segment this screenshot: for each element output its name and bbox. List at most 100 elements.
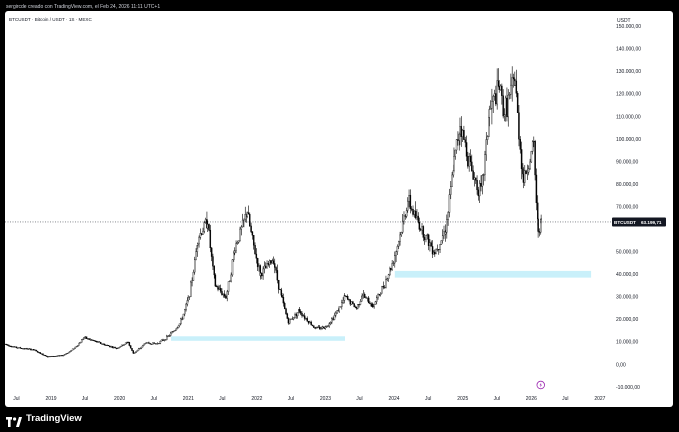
candle-body <box>477 180 478 190</box>
candle-body <box>186 304 187 309</box>
candle-body <box>510 85 511 94</box>
candle-body <box>208 224 209 230</box>
candle-body <box>19 348 20 349</box>
candle-body <box>207 224 208 228</box>
candle-body <box>241 227 242 229</box>
candle-body <box>482 175 483 186</box>
candle-body <box>397 246 398 251</box>
candle-body <box>211 248 212 257</box>
candle-body <box>197 244 198 245</box>
candle-body <box>514 81 515 86</box>
price-chart[interactable]: BTCUSDT · Bitcoin / USDT · 1S · MEXC USDT… <box>5 11 673 407</box>
candle-body <box>124 344 125 345</box>
candle-body <box>249 214 250 226</box>
candle-body <box>80 342 81 343</box>
candle-body <box>438 249 439 250</box>
candle-body <box>434 252 435 254</box>
candle-body <box>277 270 278 280</box>
candle-body <box>305 318 306 319</box>
candle-body <box>134 353 135 354</box>
candle-body <box>412 209 413 214</box>
candle-body <box>518 113 519 140</box>
candle-body <box>381 286 382 293</box>
candle-body <box>103 344 104 345</box>
candle-body <box>470 156 471 162</box>
candle-body <box>154 343 155 344</box>
candle-body <box>367 298 368 299</box>
candle-body <box>322 327 323 329</box>
tradingview-logo[interactable]: TradingView <box>6 413 82 425</box>
candle-body <box>318 327 319 328</box>
candle-body <box>535 141 536 175</box>
candle-body <box>531 151 532 162</box>
candle-body <box>440 244 441 249</box>
candle-body <box>421 226 422 230</box>
candle-body <box>495 94 496 104</box>
candle-body <box>431 243 432 247</box>
candle-body <box>242 220 243 227</box>
candle-body <box>437 249 438 250</box>
price-tag-symbol: BTCUSDT <box>614 220 636 225</box>
candle-body <box>418 216 419 222</box>
candle-body <box>357 304 358 308</box>
candle-body <box>503 96 504 116</box>
candle-body <box>33 349 34 350</box>
candle-body <box>378 294 379 297</box>
candle-body <box>258 266 259 267</box>
candle-body <box>238 241 239 243</box>
candle-body <box>115 347 116 348</box>
candle-body <box>414 211 415 214</box>
candle-body <box>393 263 394 264</box>
candle-body <box>41 354 42 355</box>
candle-body <box>158 343 159 344</box>
x-tick-label: Jul <box>219 396 225 402</box>
candle-body <box>362 296 363 297</box>
candle-body <box>471 162 472 171</box>
candle-body <box>20 348 21 349</box>
candle-body <box>111 347 112 348</box>
candle-body <box>479 183 480 196</box>
candle-body <box>489 109 490 117</box>
candle-body <box>494 94 495 97</box>
candle-body <box>520 139 521 149</box>
candle-body <box>8 345 9 346</box>
candle-body <box>22 349 23 350</box>
candle-body <box>425 235 426 239</box>
x-tick-label: 2023 <box>320 396 331 402</box>
candle-body <box>79 343 80 345</box>
candle-body <box>416 216 417 218</box>
candle-body <box>407 201 408 210</box>
candle-body <box>183 314 184 319</box>
candle-body <box>178 326 179 328</box>
candle-body <box>469 156 470 166</box>
candle-body <box>365 298 366 299</box>
candle-body <box>225 296 226 298</box>
candle-body <box>538 219 539 232</box>
candle-body <box>220 288 221 291</box>
candle-body <box>144 344 145 345</box>
candle-body <box>526 171 527 174</box>
candle-body <box>152 343 153 345</box>
candle-body <box>304 316 305 319</box>
candle-body <box>165 340 166 341</box>
candle-body <box>26 348 27 349</box>
x-tick-label: 2025 <box>457 396 468 402</box>
candle-body <box>415 211 416 218</box>
candle-body <box>28 349 29 350</box>
candle-body <box>498 81 499 86</box>
candle-body <box>334 315 335 319</box>
candle-body <box>93 340 94 341</box>
candle-body <box>300 311 301 313</box>
candle-body <box>497 81 498 104</box>
candle-body <box>138 349 139 350</box>
candle-body <box>87 339 88 340</box>
chart-panel[interactable]: BTCUSDT · Bitcoin / USDT · 1S · MEXC USDT… <box>5 11 673 407</box>
candle-body <box>459 134 460 140</box>
candle-body <box>376 298 377 302</box>
candle-body <box>151 344 152 345</box>
candle-body <box>224 294 225 296</box>
candle-body <box>282 295 283 297</box>
candle-body <box>137 350 138 351</box>
candle-body <box>462 130 463 136</box>
candle-body <box>268 263 269 264</box>
